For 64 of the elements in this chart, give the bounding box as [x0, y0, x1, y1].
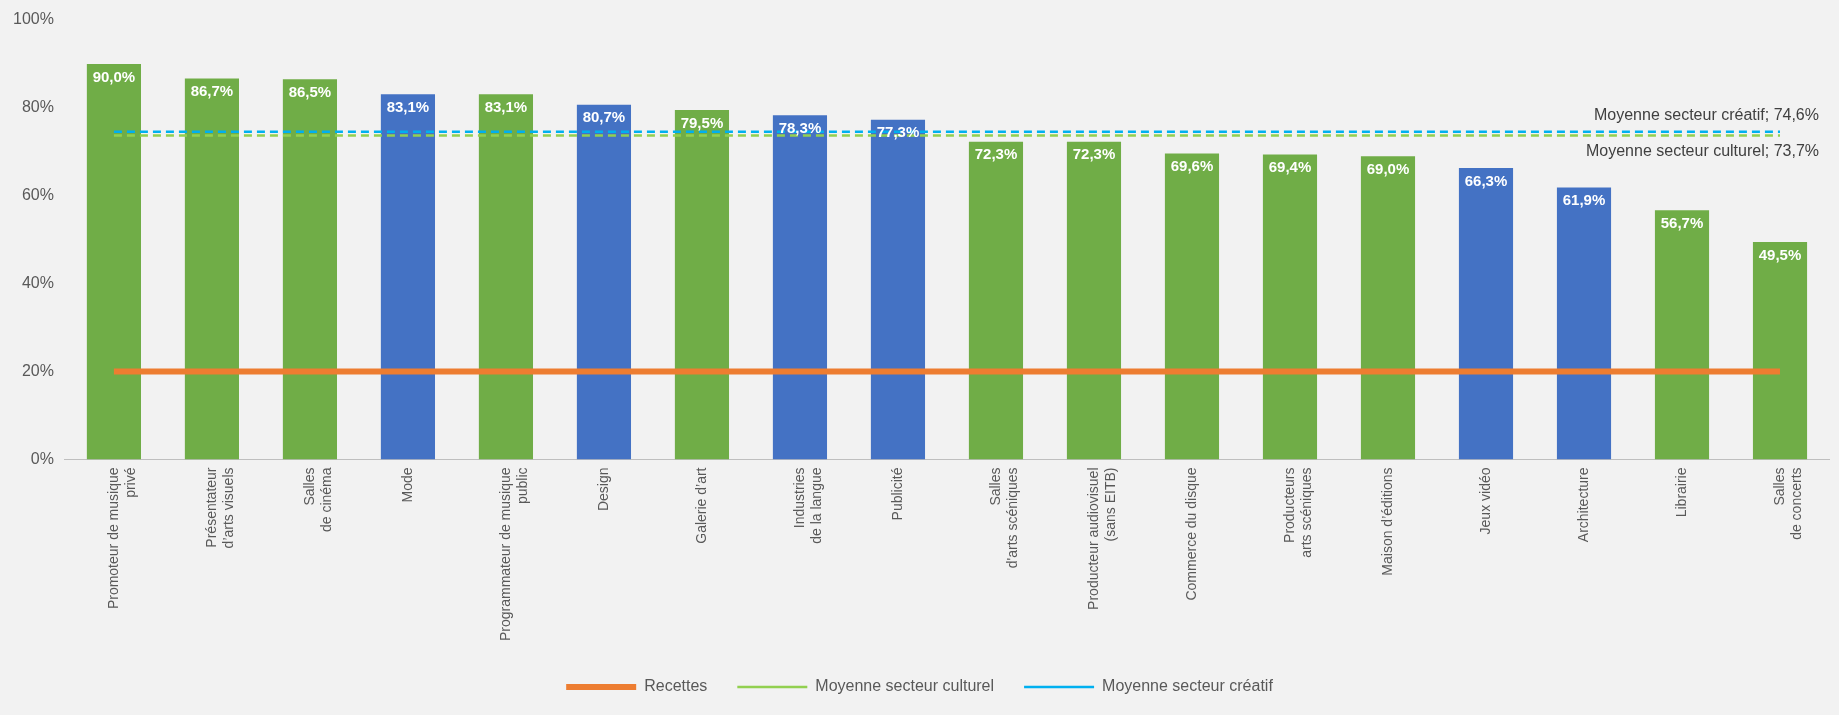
legend-label: Recettes: [644, 677, 708, 695]
x-tick-label: Programmateur de musique public: [496, 467, 530, 642]
bar: [86, 63, 141, 460]
bar: [870, 119, 926, 460]
data-label: 90,0%: [92, 67, 136, 85]
bar: [1262, 154, 1318, 460]
bar: [772, 115, 828, 460]
x-tick-label: Design: [594, 467, 611, 512]
y-tick-label: 20%: [21, 361, 54, 379]
data-label: 86,5%: [288, 82, 332, 100]
data-label: 83,1%: [484, 97, 528, 115]
y-tick-label: 80%: [21, 98, 54, 116]
bar: [1360, 156, 1416, 460]
legend-label: Moyenne secteur créatif: [1102, 677, 1274, 695]
data-label: 72,3%: [1072, 145, 1116, 163]
x-tick-label: Producteur audiovisuel (sans EITB): [1084, 467, 1118, 610]
data-label: 49,5%: [1758, 245, 1802, 263]
bar: [478, 94, 534, 460]
x-tick-label: Mode: [398, 467, 415, 503]
bar: [1654, 210, 1710, 460]
bar: [380, 94, 436, 460]
bar: [282, 79, 338, 460]
bar: [674, 110, 730, 460]
y-tick-label: 40%: [21, 274, 54, 292]
data-label: 72,3%: [974, 145, 1018, 163]
annotation: Moyenne secteur culturel; 73,7%: [1585, 141, 1819, 159]
bar: [1556, 187, 1612, 460]
data-label: 83,1%: [386, 97, 430, 115]
data-label: 86,7%: [190, 82, 234, 100]
bar: [184, 78, 239, 460]
data-label: 77,3%: [876, 123, 920, 141]
x-tick-label: Promoteur de musique privé: [104, 467, 138, 610]
data-label: 66,3%: [1464, 171, 1508, 189]
bar: [1164, 153, 1220, 460]
data-label: 80,7%: [582, 108, 626, 126]
x-tick-label: Producteurs arts scéniques: [1280, 467, 1314, 558]
y-tick-label: 60%: [21, 186, 54, 204]
bar: [576, 104, 632, 460]
x-tick-label: Publicité: [888, 467, 905, 521]
data-label: 69,6%: [1170, 157, 1214, 175]
x-tick-label: Galerie d’art: [692, 467, 709, 544]
data-label: 79,5%: [680, 113, 724, 131]
x-tick-label: Salles de cinéma: [300, 467, 334, 533]
annotation: Moyenne secteur créatif; 74,6%: [1593, 106, 1819, 124]
bar: [1066, 141, 1122, 460]
data-label: 56,7%: [1660, 213, 1704, 231]
x-tick-label: Architecture: [1574, 467, 1591, 543]
x-tick-label: Jeux vidéo: [1476, 467, 1493, 535]
legend-label: Moyenne secteur culturel: [815, 677, 995, 695]
x-tick-label: Librairie: [1672, 467, 1689, 518]
y-tick-label: 0%: [30, 449, 54, 467]
x-tick-label: Commerce du disque: [1182, 467, 1199, 601]
data-label: 61,9%: [1562, 191, 1606, 209]
data-label: 69,0%: [1366, 159, 1410, 177]
x-tick-label: Salles de concerts: [1770, 467, 1804, 540]
x-tick-label: Salles d'arts scéniques: [986, 467, 1020, 569]
bar: [1458, 168, 1514, 460]
bar: [968, 141, 1024, 460]
x-tick-label: Maison d’éditions: [1378, 467, 1395, 576]
bar: [1752, 241, 1808, 460]
y-tick-label: 100%: [13, 10, 54, 28]
data-label: 69,4%: [1268, 158, 1312, 176]
x-tick-label: Industries de la langue: [790, 467, 824, 544]
data-label: 78,3%: [778, 119, 822, 137]
